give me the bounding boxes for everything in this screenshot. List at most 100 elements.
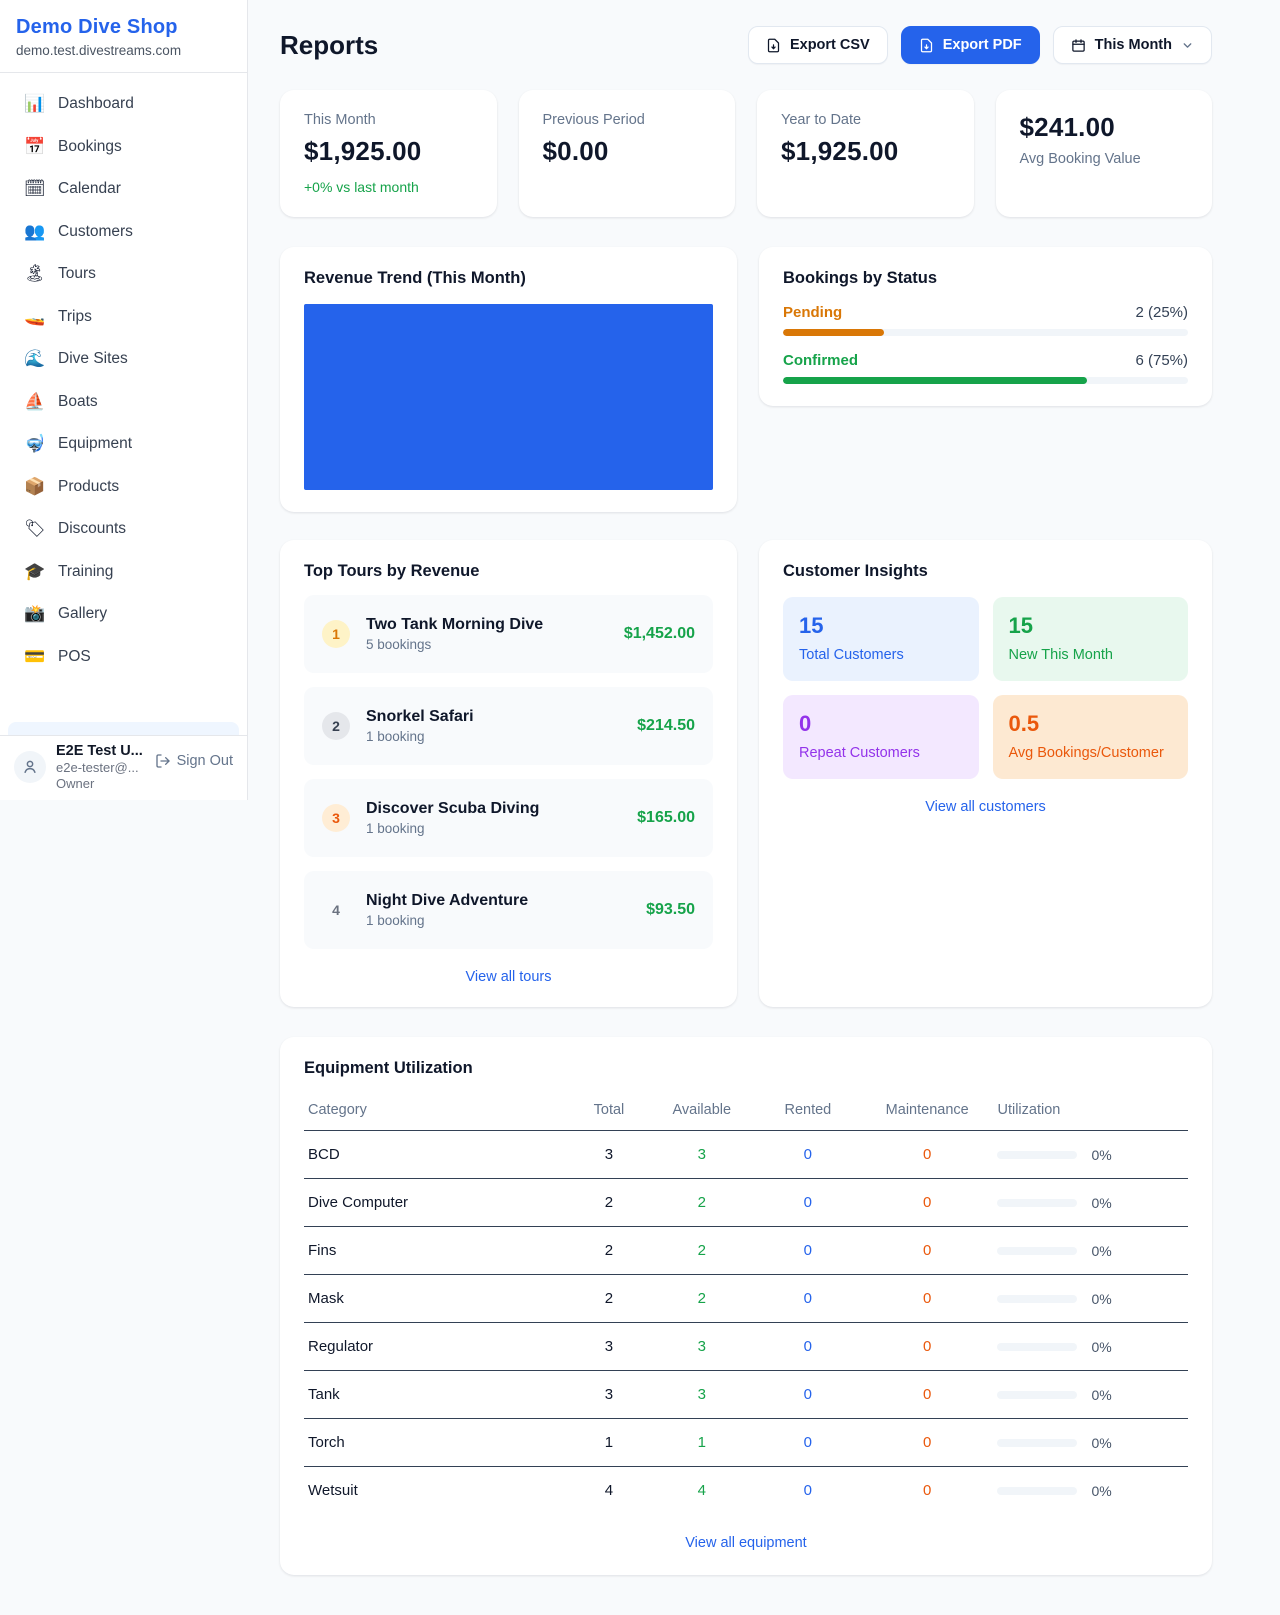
cell-total: 3	[569, 1322, 649, 1371]
stat-label: Year to Date	[781, 112, 862, 128]
sidebar-item-label: POS	[58, 647, 91, 665]
page-header: Reports Export CSV Export PDF	[280, 26, 1212, 64]
tour-row: 4 Night Dive Adventure 1 booking $93.50	[304, 871, 713, 949]
sidebar-item-label: Products	[58, 477, 120, 495]
cell-category: BCD	[304, 1130, 570, 1179]
revenue-trend-bar	[304, 304, 713, 490]
sidebar-item-gallery[interactable]: 📸 Gallery	[8, 593, 239, 636]
cell-total: 2	[569, 1274, 649, 1323]
sidebar-item-calendar[interactable]: 🗓 Calendar	[8, 168, 239, 211]
stat-card-previous-period: Previous Period $0.00	[518, 90, 735, 217]
page-title: Reports	[280, 29, 379, 60]
header-actions: Export CSV Export PDF This Month	[747, 26, 1212, 64]
cell-rented: 0	[754, 1418, 861, 1467]
status-label: Confirmed	[783, 352, 858, 369]
export-csv-button[interactable]: Export CSV	[747, 26, 888, 64]
cell-utilization: 0%	[993, 1274, 1188, 1323]
tour-bookings: 5 bookings	[366, 637, 432, 652]
sidebar-item-boats[interactable]: ⛵ Boats	[8, 381, 239, 424]
tour-name: Night Dive Adventure	[366, 892, 529, 909]
cell-available: 2	[648, 1274, 755, 1323]
cell-category: Fins	[304, 1226, 570, 1275]
tour-revenue: $1,452.00	[623, 625, 695, 642]
column-header: Category	[304, 1092, 570, 1131]
equipment-row: Dive Computer 2 2 0 0 0%	[304, 1178, 1188, 1227]
view-all-customers-link[interactable]: View all customers	[925, 799, 1046, 815]
card-title: Top Tours by Revenue	[304, 562, 480, 580]
equipment-row: Mask 2 2 0 0 0%	[304, 1274, 1188, 1323]
tour-row: 3 Discover Scuba Diving 1 booking $165.0…	[304, 779, 713, 857]
sidebar-item-training[interactable]: 🎓 Training	[8, 551, 239, 594]
stat-label: This Month	[304, 112, 376, 128]
equipment-row: Torch 1 1 0 0 0%	[304, 1418, 1188, 1467]
cell-maintenance: 0	[860, 1370, 994, 1419]
sidebar-item-label: Bookings	[58, 137, 122, 155]
equipment-row: BCD 3 3 0 0 0%	[304, 1130, 1188, 1179]
tile-label: Total Customers	[799, 647, 904, 663]
status-row-confirmed: Confirmed 6 (75%)	[783, 352, 1188, 384]
shop-domain: demo.test.divestreams.com	[16, 43, 182, 58]
cell-utilization: 0%	[993, 1467, 1188, 1515]
sidebar-item-pos[interactable]: 💳 POS	[8, 636, 239, 679]
avatar	[14, 751, 46, 783]
sidebar-item-tours[interactable]: 🏝 Tours	[8, 253, 239, 296]
rank-badge: 2	[322, 712, 350, 740]
cell-available: 2	[648, 1226, 755, 1275]
sidebar-item-products[interactable]: 📦 Products	[8, 466, 239, 509]
sidebar-item-bookings[interactable]: 📅 Bookings	[8, 126, 239, 169]
customer-insights-card: Customer Insights 15 Total Customers 15 …	[759, 540, 1212, 1007]
sidebar-item-dive-sites[interactable]: 🌊 Dive Sites	[8, 338, 239, 381]
sidebar-item-reports-active-partial[interactable]	[8, 722, 239, 735]
cell-category: Tank	[304, 1370, 570, 1419]
shop-name: Demo Dive Shop	[16, 16, 178, 38]
stat-value: $0.00	[542, 136, 609, 166]
sidebar-item-trips[interactable]: 🚤 Trips	[8, 296, 239, 339]
tour-name: Snorkel Safari	[366, 708, 474, 725]
cell-category: Dive Computer	[304, 1178, 570, 1227]
user-name: E2E Test U...	[56, 743, 143, 759]
cell-category: Mask	[304, 1274, 570, 1323]
person-icon	[24, 760, 36, 773]
equipment-row: Regulator 3 3 0 0 0%	[304, 1322, 1188, 1371]
cell-category: Torch	[304, 1418, 570, 1467]
stat-value: $241.00	[1019, 112, 1115, 142]
calendar-pad-icon: 🗓	[24, 179, 46, 200]
period-dropdown[interactable]: This Month	[1052, 26, 1212, 64]
sidebar-item-dashboard[interactable]: 📊 Dashboard	[8, 83, 239, 126]
sidebar-item-equipment[interactable]: 🤿 Equipment	[8, 423, 239, 466]
utilization-bar	[997, 1486, 1078, 1495]
stat-card-this-month: This Month $1,925.00 +0% vs last month	[280, 90, 497, 217]
tile-value: 0	[799, 711, 812, 736]
calendar-date-icon: 📅	[24, 136, 46, 157]
progress-fill	[783, 329, 885, 336]
stat-label: Previous Period	[542, 112, 645, 128]
insight-tile-new-this-month: 15 New This Month	[992, 597, 1188, 681]
tile-value: 0.5	[1008, 711, 1040, 736]
export-pdf-button[interactable]: Export PDF	[900, 26, 1040, 64]
utilization-bar	[997, 1438, 1078, 1447]
tour-row: 1 Two Tank Morning Dive 5 bookings $1,45…	[304, 595, 713, 673]
equipment-table-header: Category Total Available Rented Maintena…	[304, 1092, 1188, 1131]
sidebar-item-label: Calendar	[58, 180, 121, 198]
file-download-icon	[920, 38, 932, 52]
revenue-trend-card: Revenue Trend (This Month)	[280, 247, 737, 512]
chevron-down-icon	[1183, 42, 1192, 48]
view-all-equipment-link[interactable]: View all equipment	[685, 1534, 807, 1551]
stat-card-avg-booking-value: $241.00 Avg Booking Value	[995, 90, 1212, 217]
diving-mask-icon: 🤿	[24, 434, 46, 455]
tour-revenue: $165.00	[637, 809, 695, 826]
cell-maintenance: 0	[860, 1418, 994, 1467]
sidebar-item-discounts[interactable]: 🏷 Discounts	[8, 508, 239, 551]
card-title: Equipment Utilization	[304, 1059, 473, 1077]
sidebar-item-label: Equipment	[58, 435, 133, 453]
file-download-icon	[767, 38, 780, 52]
sidebar-item-customers[interactable]: 👥 Customers	[8, 211, 239, 254]
sign-out-button[interactable]: Sign Out	[155, 753, 233, 769]
cell-maintenance: 0	[860, 1322, 994, 1371]
view-all-tours-link[interactable]: View all tours	[465, 969, 552, 985]
sidebar-item-label: Training	[58, 562, 114, 580]
cell-maintenance: 0	[860, 1178, 994, 1227]
cell-available: 3	[648, 1322, 755, 1371]
status-value: 2 (25%)	[1135, 304, 1188, 321]
sidebar-item-label: Dashboard	[58, 95, 134, 113]
